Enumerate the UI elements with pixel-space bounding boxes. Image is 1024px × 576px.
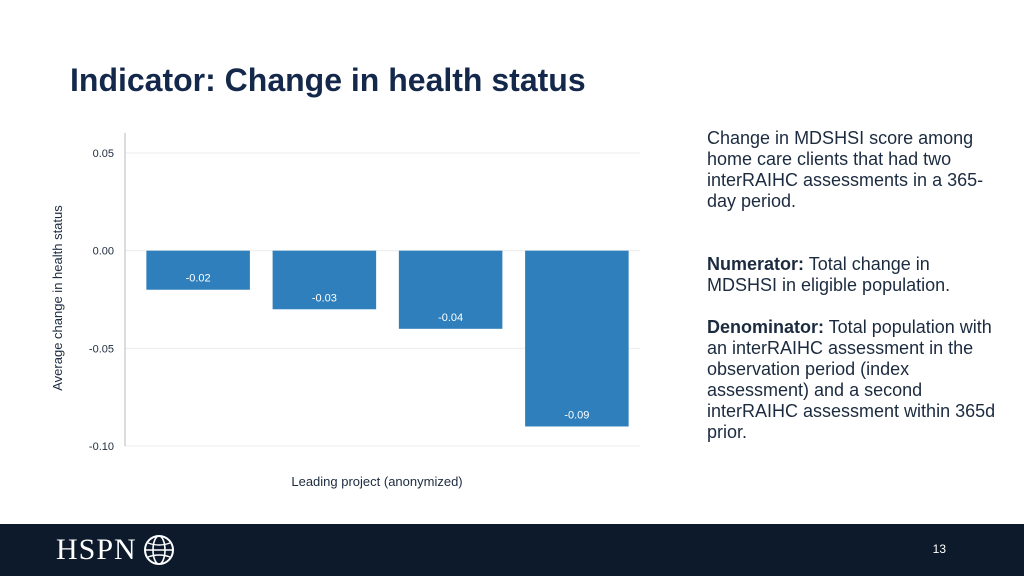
numerator-block: Numerator: Total change in MDSHSI in eli… xyxy=(707,254,997,296)
y-tick-label: -0.10 xyxy=(89,441,114,453)
y-tick-label: 0.00 xyxy=(93,246,114,258)
denominator-label: Denominator: xyxy=(707,317,824,337)
indicator-description-panel: Change in MDSHSI score among home care c… xyxy=(707,128,997,443)
bar xyxy=(272,250,377,310)
slide-title: Indicator: Change in health status xyxy=(70,62,586,98)
bar-data-label: -0.09 xyxy=(564,409,589,421)
y-tick-labels: 0.05 0.00 -0.05 -0.10 xyxy=(89,148,114,453)
y-tick-label: -0.05 xyxy=(89,343,114,355)
denominator-block: Denominator: Total population with an in… xyxy=(707,317,997,443)
bar-data-labels: -0.02 -0.03 -0.04 -0.09 xyxy=(186,273,590,422)
x-axis-label: Leading project (anonymized) xyxy=(291,474,462,489)
bar xyxy=(525,250,629,427)
y-tick-label: 0.05 xyxy=(93,148,114,160)
bars xyxy=(146,250,629,427)
bar-data-label: -0.03 xyxy=(312,292,337,304)
numerator-label: Numerator: xyxy=(707,254,805,274)
bar-data-label: -0.02 xyxy=(186,273,211,285)
page-number: 13 xyxy=(932,542,946,556)
y-axis-label: Average change in health status xyxy=(50,205,65,391)
bar-data-label: -0.04 xyxy=(438,312,463,324)
footer-bar: HSPN 13 xyxy=(0,524,1024,576)
globe-icon xyxy=(143,535,174,565)
bar xyxy=(146,250,250,290)
logo-text: HSPN xyxy=(56,533,137,566)
indicator-description: Change in MDSHSI score among home care c… xyxy=(707,128,984,211)
hspn-logo: HSPN xyxy=(56,532,175,568)
denominator-text: Total population with an interRAIHC asse… xyxy=(707,317,996,442)
bar xyxy=(398,250,503,329)
numerator-text: Total change in MDSHSI in eligible popul… xyxy=(707,254,951,295)
